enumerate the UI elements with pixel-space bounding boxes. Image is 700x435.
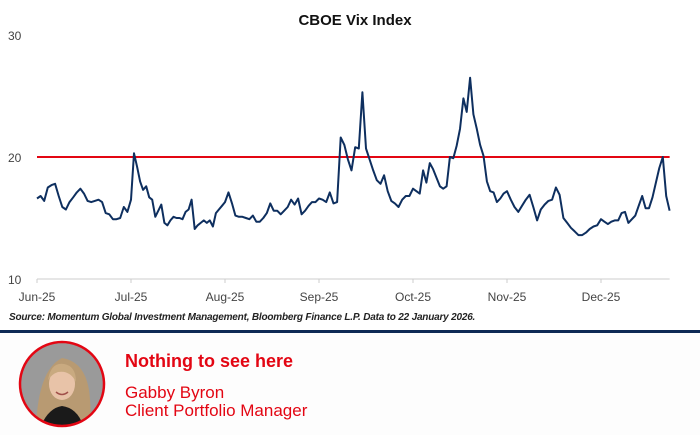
source-note: Source: Momentum Global Investment Manag… [9,312,476,323]
author-panel [0,333,700,435]
x-tick-label: Sep-25 [300,290,339,304]
vix-series-line [36,76,671,237]
y-tick-label: 30 [8,29,22,43]
author-info: Gabby Byron Client Portfolio Manager [125,384,307,420]
x-tick-label: Aug-25 [206,290,245,304]
headline: Nothing to see here [125,351,294,371]
y-tick-label: 20 [8,151,22,165]
x-tick-label: Oct-25 [395,290,431,304]
author-role: Client Portfolio Manager [125,401,308,420]
vix-line-chart: CBOE Vix Index 10 20 30 Jun-25 Jul-25 Aug-25… [8,12,671,304]
x-tick-label: Jun-25 [19,290,56,304]
chart-title: CBOE Vix Index [298,12,412,29]
x-tick-label: Jul-25 [115,290,148,304]
divider [0,330,700,333]
author-name: Gabby Byron [125,383,225,402]
y-tick-label: 10 [8,273,22,287]
x-tick-label: Nov-25 [488,290,527,304]
author-photo [18,340,106,428]
x-tick-label: Dec-25 [582,290,621,304]
